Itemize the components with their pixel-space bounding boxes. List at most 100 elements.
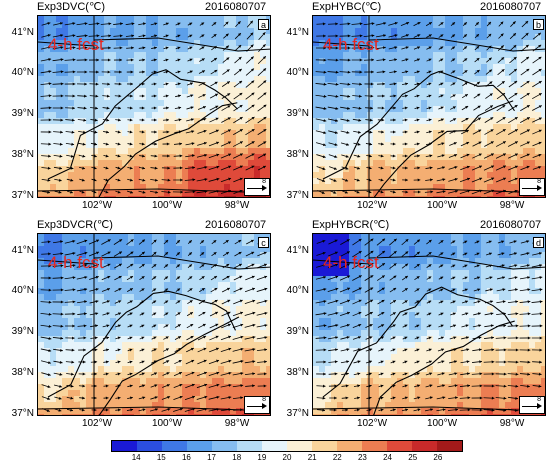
wind-arrow-head xyxy=(515,312,519,316)
wind-arrow-head xyxy=(416,264,420,267)
wind-arrow-head xyxy=(130,239,134,243)
wind-arrow-head xyxy=(202,312,206,315)
wind-arrow-head xyxy=(455,396,458,400)
wind-arrow-head xyxy=(117,324,121,328)
wind-arrow-head xyxy=(453,348,457,352)
wind-arrow-head xyxy=(417,46,421,50)
wind-arrow-head xyxy=(405,82,408,86)
wind-arrow-head xyxy=(83,348,86,352)
wind-arrow-head xyxy=(347,275,351,279)
wind-arrow-head xyxy=(191,371,195,375)
wind-arrow-head xyxy=(213,34,217,37)
longitude-label: 100°W xyxy=(151,418,183,429)
wind-arrow-head xyxy=(464,70,468,74)
longitude-label: 98°W xyxy=(224,200,250,211)
wind-arrow-head xyxy=(119,34,123,38)
wind-arrow-head xyxy=(60,324,64,328)
wind-arrow-head xyxy=(117,360,121,364)
wind-arrow-head xyxy=(252,311,256,315)
longitude-label: 100°W xyxy=(426,418,458,429)
wind-arrow-head xyxy=(416,239,420,243)
wind-arrow-head xyxy=(153,312,157,316)
wind-arrow-head xyxy=(490,129,494,133)
wind-arrow-head xyxy=(368,384,372,388)
wind-arrow-head xyxy=(490,117,494,121)
wind-arrow-head xyxy=(333,190,337,194)
wind-arrow-head xyxy=(369,360,372,364)
wind-arrow-head xyxy=(514,165,518,169)
colorbar-segment xyxy=(112,441,137,451)
wind-arrow-head xyxy=(392,396,396,400)
wind-arrow-head xyxy=(178,348,182,351)
wind-arrow-head xyxy=(488,45,492,49)
wind-arrow-head xyxy=(538,384,542,388)
wind-arrow-head xyxy=(321,191,325,194)
wind-arrow-head xyxy=(107,82,110,86)
wind-arrow-head xyxy=(393,238,397,242)
wind-arrow-head xyxy=(392,300,396,303)
wind-arrow-head xyxy=(334,396,337,400)
wind-arrow-head xyxy=(60,348,63,352)
wind-arrow-head xyxy=(252,348,256,351)
wind-arrow-head xyxy=(464,240,468,244)
wind-arrow-head xyxy=(539,276,543,280)
wind-arrow-head xyxy=(477,93,481,97)
wind-arrow-head xyxy=(238,240,242,243)
wind-arrow-head xyxy=(201,252,205,256)
wind-arrow-head xyxy=(177,276,180,280)
wind-arrow-head xyxy=(177,46,181,50)
wind-arrow-head xyxy=(440,288,444,292)
wind-arrow-head xyxy=(491,396,495,400)
wind-arrow-head xyxy=(203,335,207,339)
wind-arrow-head xyxy=(369,324,373,327)
wind-arrow-head xyxy=(48,94,52,98)
wind-arrow-head xyxy=(154,384,158,388)
wind-arrow-head xyxy=(228,359,232,363)
longitude-label: 100°W xyxy=(426,200,458,211)
wind-arrow-head xyxy=(371,34,375,38)
wind-arrow-head xyxy=(60,82,64,86)
wind-arrow-head xyxy=(202,323,206,327)
wind-arrow-head xyxy=(440,264,444,268)
wind-arrow-head xyxy=(382,46,386,50)
colorbar-tick-label: 24 xyxy=(383,453,393,462)
wind-arrow-head xyxy=(404,142,408,146)
wind-arrow-head xyxy=(93,396,97,400)
wind-arrow-head xyxy=(72,300,76,304)
colorbar-segment xyxy=(312,441,337,451)
wind-arrow-head xyxy=(358,238,362,242)
wind-arrow-head xyxy=(404,275,408,279)
wind-arrow-head xyxy=(380,336,384,340)
wind-arrow-head xyxy=(526,129,530,133)
wind-arrow-head xyxy=(225,33,229,37)
wind-arrow-head xyxy=(478,129,482,133)
wind-arrow-head xyxy=(251,153,255,157)
wind-arrow-head xyxy=(141,118,145,122)
wind-arrow-head xyxy=(129,178,133,182)
wind-arrow-head xyxy=(442,396,446,400)
wind-arrow-head xyxy=(71,130,75,134)
latitude-label: 39°N xyxy=(11,108,34,119)
wind-arrow-head xyxy=(346,142,349,146)
wind-arrow-head xyxy=(153,70,157,74)
wind-arrow-head xyxy=(442,408,446,412)
wind-arrow-head xyxy=(478,348,482,352)
wind-arrow-head xyxy=(189,300,193,303)
wind-arrow-head xyxy=(153,324,157,328)
wind-arrow-head xyxy=(525,44,529,48)
wind-arrow-head xyxy=(515,324,519,328)
wind-arrow-head xyxy=(335,82,339,86)
wind-arrow-head xyxy=(59,360,63,364)
wind-arrow-head xyxy=(213,252,217,255)
wind-arrow-head xyxy=(416,276,420,279)
colorbar-tick-label: 17 xyxy=(207,453,217,462)
wind-arrow-head xyxy=(539,288,543,292)
wind-arrow-head xyxy=(382,250,385,254)
wind-arrow-head xyxy=(238,251,242,255)
wind-arrow-head xyxy=(129,106,133,110)
wind-arrow-head xyxy=(117,166,121,170)
wind-arrow-head xyxy=(335,94,339,98)
map-panel-b: ExpHYBC(℃) 2016080707 4-h fcst b 8 41°N 40°N 39… xyxy=(275,0,550,218)
forecast-annotation: 4-h fcst xyxy=(48,253,104,272)
wind-arrow-head xyxy=(392,190,396,194)
